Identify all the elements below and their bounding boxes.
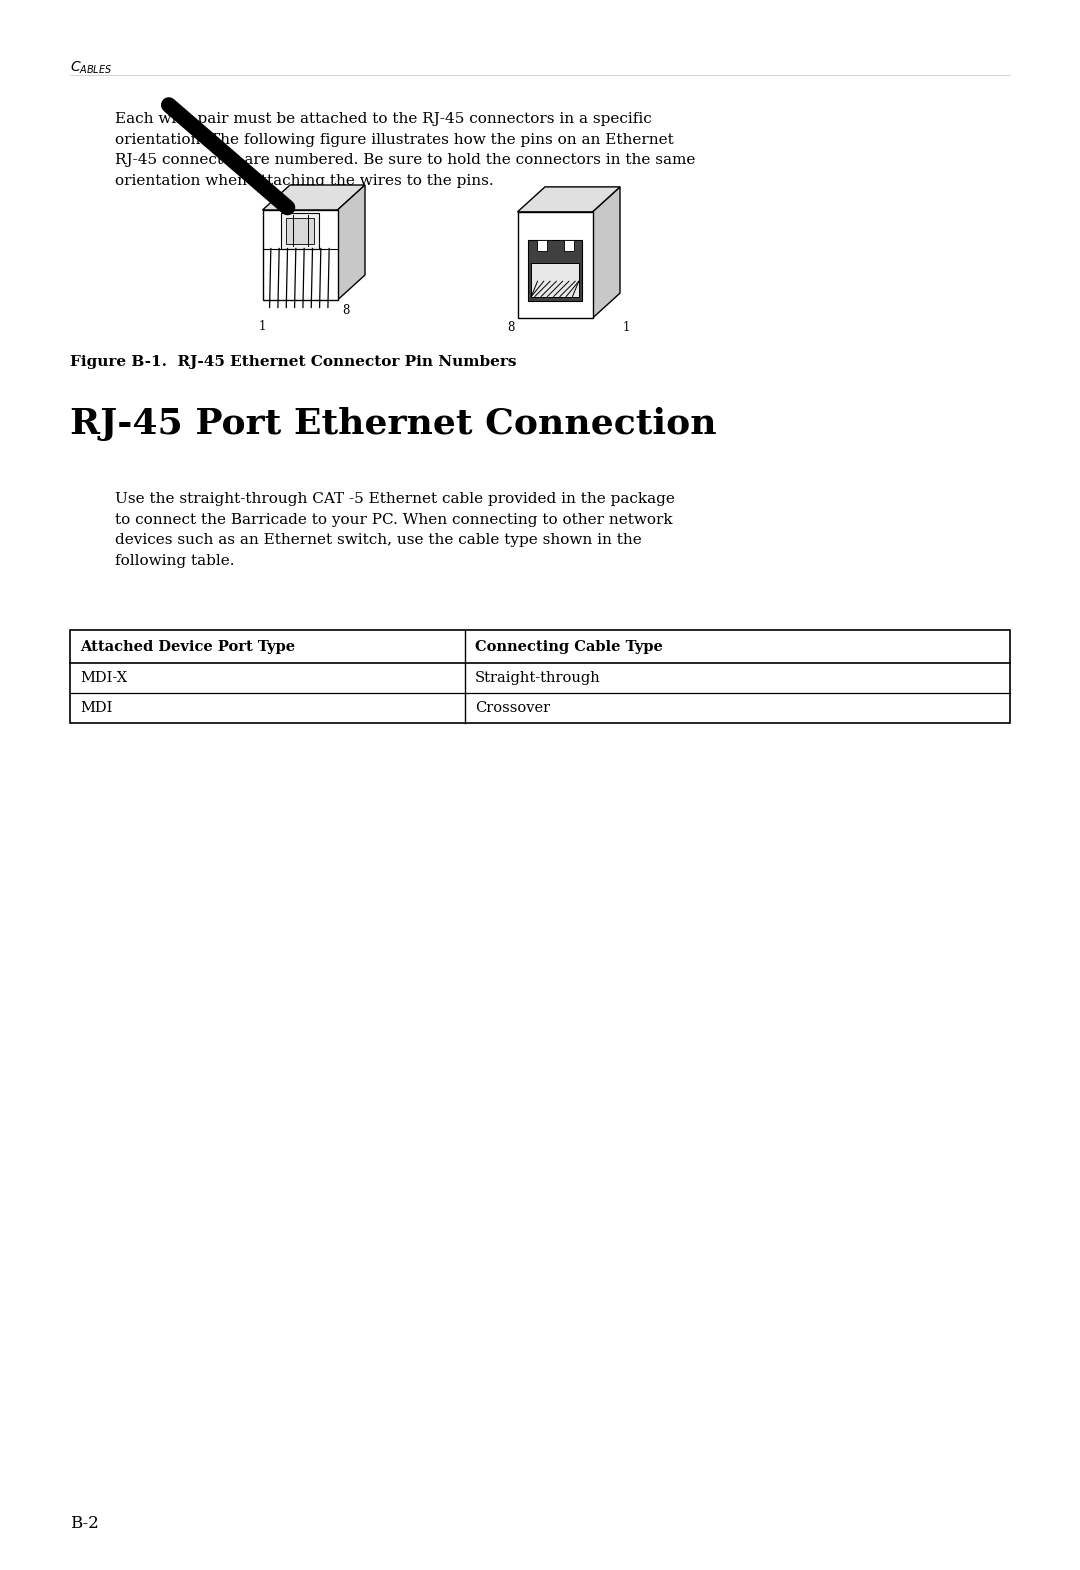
Polygon shape [593,187,620,319]
Polygon shape [262,210,337,300]
Polygon shape [517,187,620,212]
Polygon shape [286,218,314,243]
Text: 8: 8 [508,320,515,334]
Text: MDI-X: MDI-X [80,670,127,685]
Polygon shape [537,240,546,251]
Text: B-2: B-2 [70,1515,98,1532]
Text: $\mathit{C}_{\mathit{ABLES}}$: $\mathit{C}_{\mathit{ABLES}}$ [70,60,112,77]
Text: Figure B-1.  RJ-45 Ethernet Connector Pin Numbers: Figure B-1. RJ-45 Ethernet Connector Pin… [70,355,516,369]
Text: Connecting Cable Type: Connecting Cable Type [475,639,663,653]
Text: 8: 8 [342,303,350,317]
Bar [70,630,1010,724]
Polygon shape [262,185,365,210]
Polygon shape [337,185,365,300]
Text: Use the straight-through CAT -5 Ethernet cable provided in the package
to connec: Use the straight-through CAT -5 Ethernet… [114,491,675,568]
Polygon shape [281,212,319,248]
Polygon shape [531,262,579,297]
Text: Each wire pair must be attached to the RJ-45 connectors in a specific
orientatio: Each wire pair must be attached to the R… [114,111,696,188]
Text: 1: 1 [622,320,630,334]
Polygon shape [528,240,582,301]
Text: RJ-45 Port Ethernet Connection: RJ-45 Port Ethernet Connection [70,407,717,441]
Text: MDI: MDI [80,700,112,714]
Text: Attached Device Port Type: Attached Device Port Type [80,639,295,653]
Polygon shape [564,240,573,251]
Polygon shape [517,212,593,319]
Text: Crossover: Crossover [475,700,550,714]
Text: Straight-through: Straight-through [475,670,600,685]
Text: 1: 1 [259,320,266,333]
